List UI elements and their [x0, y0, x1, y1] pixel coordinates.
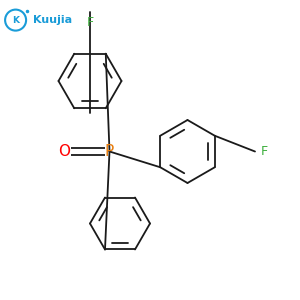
Text: O: O	[58, 144, 70, 159]
Text: F: F	[261, 145, 268, 158]
Text: P: P	[105, 144, 114, 159]
Text: Kuujia: Kuujia	[33, 15, 72, 25]
Text: F: F	[86, 16, 94, 29]
Text: K: K	[12, 16, 19, 25]
